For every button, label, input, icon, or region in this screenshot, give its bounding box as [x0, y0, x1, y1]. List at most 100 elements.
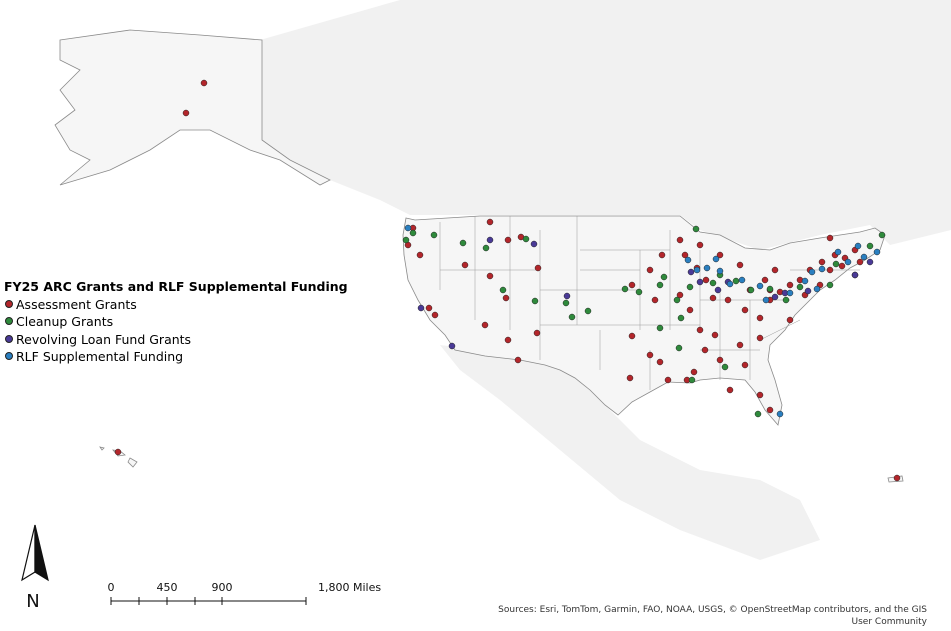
grant-point — [182, 109, 190, 117]
grant-point — [646, 266, 654, 274]
scale-label: 1,800 Miles — [318, 581, 381, 594]
grant-point — [701, 346, 709, 354]
legend-label: RLF Supplemental Funding — [16, 349, 184, 364]
grant-point — [534, 264, 542, 272]
grant-point — [766, 406, 774, 414]
grant-point — [696, 241, 704, 249]
grant-point — [856, 258, 864, 266]
grant-point — [866, 258, 874, 266]
legend-dot — [5, 299, 13, 308]
grant-point — [459, 239, 467, 247]
grant-point — [762, 296, 770, 304]
grant-point — [514, 356, 522, 364]
grant-point — [673, 296, 681, 304]
grant-point — [818, 258, 826, 266]
grant-point — [747, 286, 755, 294]
legend: FY25 ARC Grants and RLF Supplemental Fun… — [4, 278, 348, 366]
grant-point — [754, 410, 762, 418]
grant-point — [530, 240, 538, 248]
grant-point — [786, 281, 794, 289]
contiguous-us — [402, 215, 886, 426]
grant-point — [688, 376, 696, 384]
legend-dot — [5, 334, 13, 343]
legend-dot — [5, 352, 13, 360]
grant-point — [813, 285, 821, 293]
grant-point — [782, 296, 790, 304]
legend-item: Revolving Loan Fund Grants — [4, 331, 348, 349]
legend-item: Cleanup Grants — [4, 313, 348, 331]
grant-point — [676, 236, 684, 244]
grant-point — [756, 334, 764, 342]
grant-point — [430, 231, 438, 239]
grant-point — [873, 248, 881, 256]
north-arrow-right — [34, 524, 49, 582]
canada — [260, 0, 951, 250]
grant-point — [646, 351, 654, 359]
grant-point — [786, 316, 794, 324]
grant-point — [851, 271, 859, 279]
grant-point — [732, 277, 740, 285]
grant-point — [677, 314, 685, 322]
grant-point — [502, 294, 510, 302]
grant-point — [756, 314, 764, 322]
grant-point — [448, 342, 456, 350]
grant-point — [626, 374, 634, 382]
grant-point — [200, 79, 208, 87]
grant-point — [844, 258, 852, 266]
grant-point — [726, 280, 734, 288]
grant-point — [461, 261, 469, 269]
grant-point — [854, 242, 862, 250]
grant-point — [431, 311, 439, 319]
grant-point — [716, 251, 724, 259]
grant-point — [696, 326, 704, 334]
grant-point — [709, 294, 717, 302]
grant-point — [660, 273, 668, 281]
legend-items: Assessment Grants Cleanup Grants Revolving… — [4, 296, 348, 366]
grant-point — [702, 276, 710, 284]
grant-point — [826, 281, 834, 289]
grant-point — [628, 281, 636, 289]
grant-point — [651, 296, 659, 304]
grant-point — [504, 236, 512, 244]
grant-point — [756, 391, 764, 399]
grant-point — [738, 276, 746, 284]
north-arrow-left — [21, 524, 36, 582]
grant-point — [416, 251, 424, 259]
grant-point — [486, 272, 494, 280]
grant-point — [776, 410, 784, 418]
grant-point — [832, 260, 840, 268]
grant-point — [562, 299, 570, 307]
grant-point — [486, 236, 494, 244]
north-label: N — [26, 591, 39, 612]
grant-point — [686, 283, 694, 291]
grant-point — [690, 368, 698, 376]
grant-point — [681, 251, 689, 259]
grant-point — [693, 266, 701, 274]
legend-title: FY25 ARC Grants and RLF Supplemental Fun… — [4, 279, 348, 294]
grant-point — [499, 286, 507, 294]
legend-label: Assessment Grants — [16, 296, 137, 312]
grant-point — [761, 276, 769, 284]
sources: Sources: Esri, TomTom, Garmin, FAO, NOAA… — [498, 605, 927, 627]
grant-point — [656, 324, 664, 332]
grant-point — [404, 224, 412, 232]
grant-point — [724, 296, 732, 304]
grant-point — [721, 363, 729, 371]
legend-label: Cleanup Grants — [16, 314, 114, 329]
grant-point — [771, 293, 779, 301]
grant-point — [716, 267, 724, 275]
grant-point — [533, 329, 541, 337]
grant-point — [409, 229, 417, 237]
grant-point — [771, 266, 779, 274]
grant-point — [703, 264, 711, 272]
grant-point — [711, 331, 719, 339]
grant-point — [786, 289, 794, 297]
grant-point — [656, 358, 664, 366]
grant-point — [726, 386, 734, 394]
grant-point — [635, 288, 643, 296]
grant-point — [766, 285, 774, 293]
grant-point — [684, 256, 692, 264]
grant-point — [808, 268, 816, 276]
grant-point — [801, 277, 809, 285]
